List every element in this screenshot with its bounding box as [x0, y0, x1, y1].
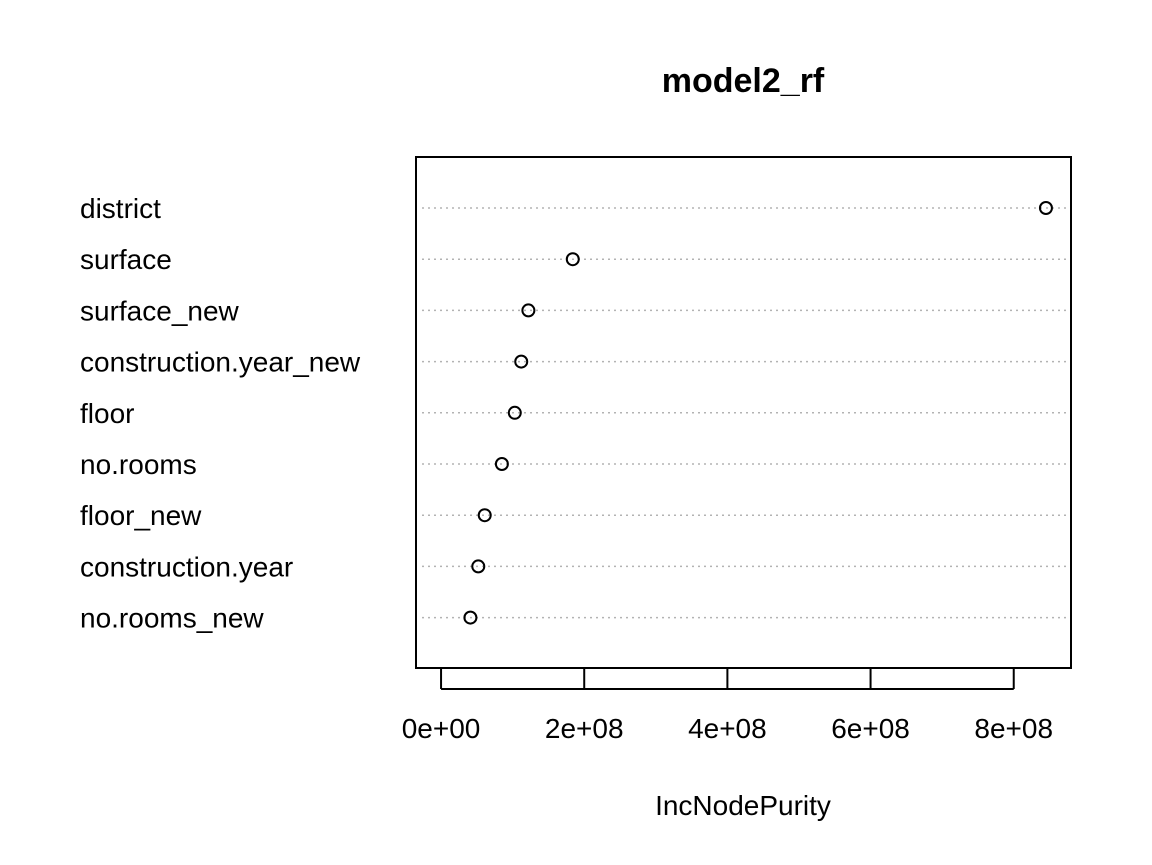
category-label: construction.year [80, 551, 293, 582]
data-point [514, 354, 529, 369]
category-labels: district surface surface_new construction.y… [80, 193, 361, 634]
guide-lines [422, 207, 1067, 619]
x-axis-label: IncNodePurity [655, 790, 831, 821]
x-tick-label: 6e+08 [831, 713, 910, 744]
data-points [463, 201, 1053, 625]
category-label: construction.year_new [80, 347, 361, 378]
data-point [471, 559, 486, 574]
x-tick-label: 4e+08 [688, 713, 767, 744]
data-point [1038, 201, 1053, 215]
x-tick-label: 8e+08 [974, 713, 1053, 744]
category-label: floor [80, 398, 134, 429]
category-label: no.rooms_new [80, 603, 264, 634]
plot-frame [415, 156, 1072, 669]
category-label: district [80, 193, 161, 224]
category-label: floor_new [80, 500, 202, 531]
data-point [463, 610, 478, 625]
data-point [507, 405, 522, 420]
chart-title: model2_rf [662, 62, 825, 100]
category-label: no.rooms [80, 449, 197, 480]
category-label: surface [80, 244, 172, 275]
data-point [477, 508, 492, 523]
data-point [565, 252, 580, 267]
data-point [494, 457, 509, 471]
x-axis: 0e+00 2e+08 4e+08 6e+08 8e+08 [402, 668, 1053, 744]
data-point [521, 303, 536, 318]
x-tick-label: 2e+08 [545, 713, 624, 744]
x-tick-label: 0e+00 [402, 713, 481, 744]
category-label: surface_new [80, 295, 240, 326]
